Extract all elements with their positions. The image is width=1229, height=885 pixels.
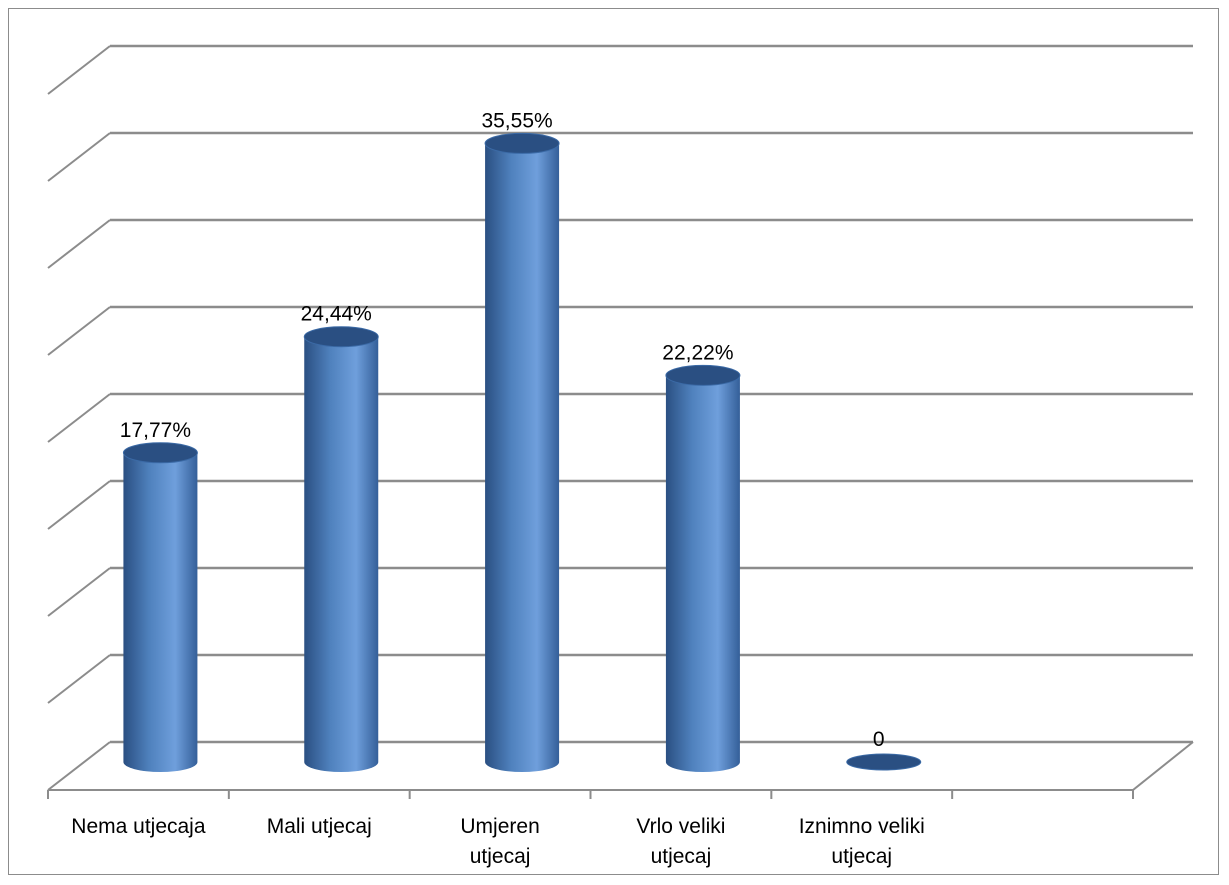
gridline xyxy=(47,479,1193,530)
category-label: Nema utjecaja xyxy=(71,815,206,838)
data-label: 35,55% xyxy=(481,109,552,132)
chart-frame xyxy=(8,8,1219,875)
category-label: Vrlo veliki utjecaj xyxy=(636,815,725,868)
gridline xyxy=(47,653,1193,704)
bar xyxy=(665,364,741,773)
data-label: 22,22% xyxy=(662,341,733,364)
category-label: Mali utjecaj xyxy=(267,815,372,838)
gridline xyxy=(47,131,1193,182)
gridlines xyxy=(47,44,1193,791)
gridline xyxy=(47,305,1193,356)
gridline xyxy=(47,566,1193,617)
x-axis xyxy=(47,741,1194,799)
labels: 17,77% Nema utjecaja 24,44% Mali utjecaj 35,… xyxy=(71,109,924,868)
category-label: Iznimno veliki utjecaj xyxy=(799,815,925,868)
floor-edge xyxy=(1132,741,1194,791)
gridline xyxy=(47,392,1193,443)
bars xyxy=(122,132,922,773)
gridline xyxy=(47,740,1193,791)
bar xyxy=(846,753,922,771)
gridline xyxy=(47,218,1193,269)
bar xyxy=(303,326,379,773)
data-label: 24,44% xyxy=(301,303,372,326)
gridline xyxy=(47,44,1193,95)
category-label: Umjeren utjecaj xyxy=(460,815,539,868)
data-label: 17,77% xyxy=(120,419,191,442)
bar xyxy=(484,132,560,772)
data-label: 0 xyxy=(873,728,885,751)
bar xyxy=(122,442,198,773)
